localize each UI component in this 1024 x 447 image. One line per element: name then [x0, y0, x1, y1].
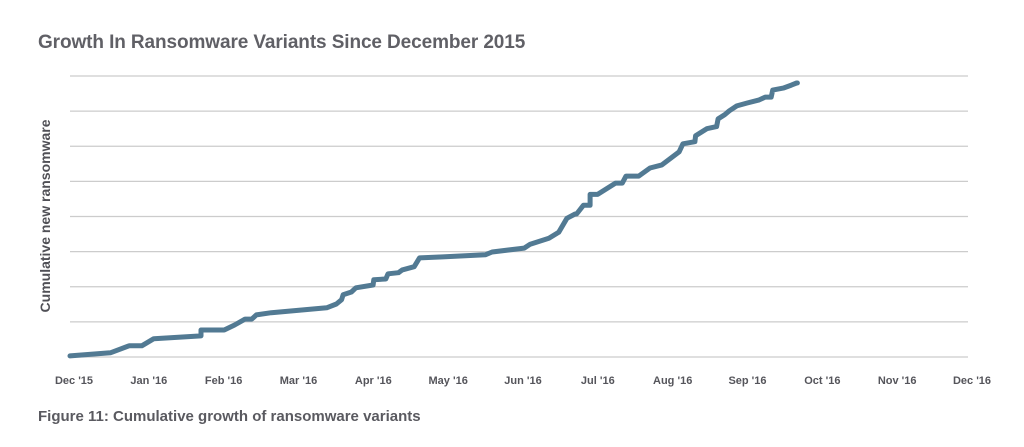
y-axis-label: Cumulative new ransomware	[37, 119, 53, 312]
x-tick-label: Jul '16	[581, 375, 615, 387]
x-tick-label: Dec '15	[55, 375, 93, 387]
figure-caption: Figure 11: Cumulative growth of ransomwa…	[38, 408, 421, 425]
chart-title: Growth In Ransomware Variants Since Dece…	[38, 32, 526, 53]
x-tick-label: Jan '16	[130, 375, 167, 387]
x-tick-label: Aug '16	[653, 375, 692, 387]
x-tick-label: Sep '16	[728, 375, 766, 387]
gridlines	[70, 75, 968, 358]
x-tick-label: Feb '16	[205, 375, 242, 387]
series-line-cumulative-new-ransomware	[67, 80, 800, 359]
x-axis-ticks: Dec '15 Jan '16 Feb '16 Mar '16 Apr '16 May '…	[55, 375, 991, 387]
x-tick-label: Apr '16	[355, 375, 392, 387]
x-tick-label: Dec '16	[953, 375, 991, 387]
x-tick-label: Nov '16	[878, 375, 917, 387]
x-tick-label: Mar '16	[280, 375, 317, 387]
x-tick-label: May '16	[429, 375, 468, 387]
x-tick-label: Jun '16	[504, 375, 541, 387]
x-tick-label: Oct '16	[804, 375, 840, 387]
